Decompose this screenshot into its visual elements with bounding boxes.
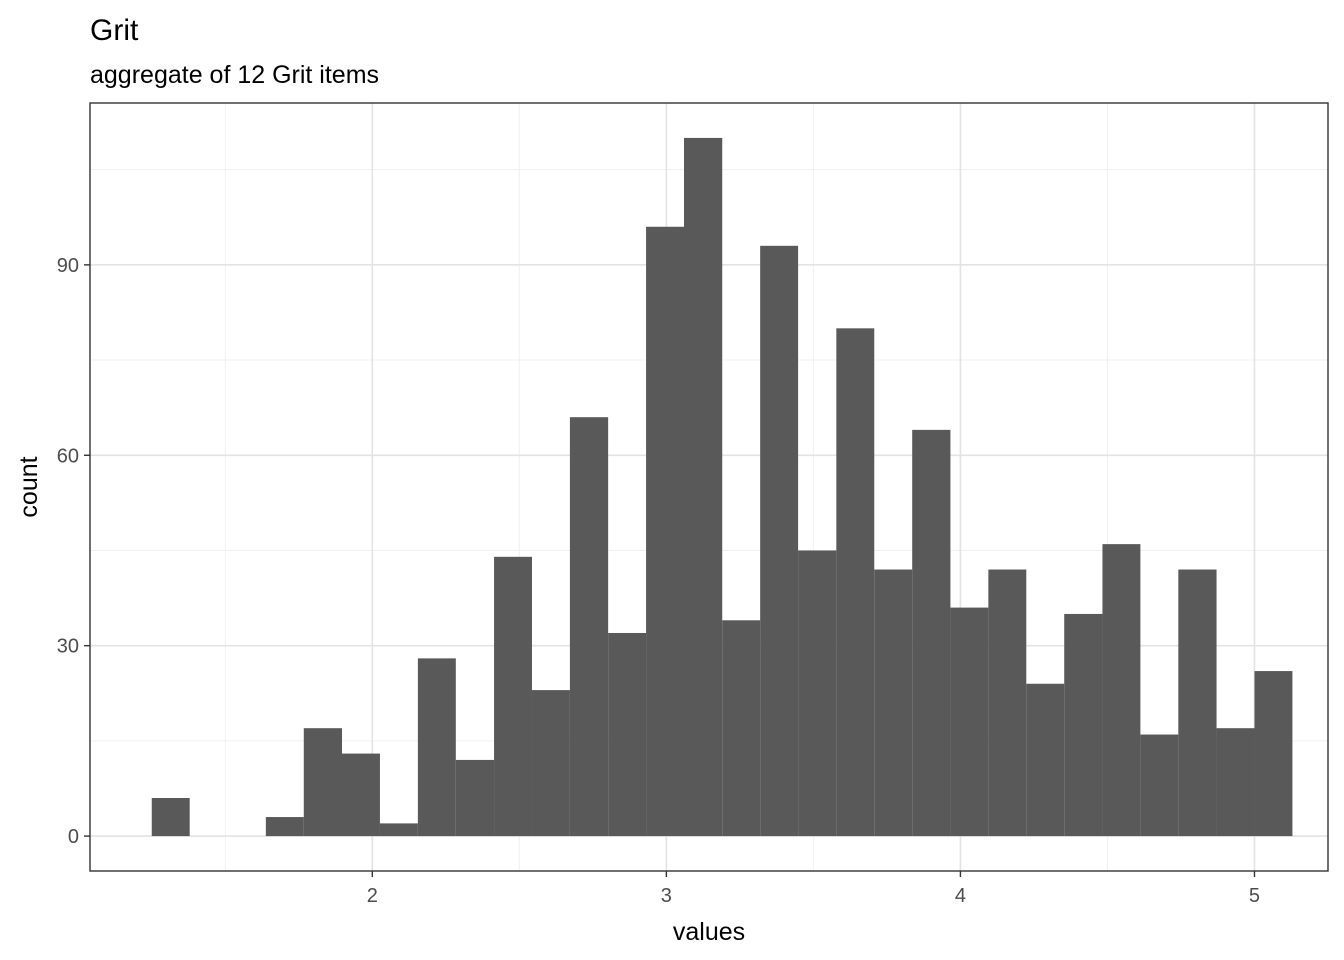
x-axis-label: values	[673, 918, 745, 946]
histogram-bar	[342, 753, 380, 837]
chart-subtitle: aggregate of 12 Grit items	[90, 61, 379, 89]
histogram-bar	[531, 690, 570, 837]
histogram-bar	[1140, 734, 1179, 837]
histogram-bar	[836, 328, 875, 837]
y-tick-label: 30	[57, 636, 79, 658]
histogram-bar	[1026, 683, 1065, 837]
plot-border	[89, 102, 1329, 872]
y-tick-label: 90	[57, 255, 79, 277]
histogram-bar	[722, 620, 761, 837]
histogram-bar	[1216, 728, 1255, 837]
y-tick-label: 60	[57, 445, 79, 467]
histogram-bar	[265, 817, 304, 837]
y-tick-label: 0	[68, 826, 79, 848]
histogram-bar	[1064, 613, 1103, 837]
histogram-bar	[988, 569, 1027, 837]
histogram-bar	[379, 823, 418, 837]
histogram-bar	[760, 245, 799, 837]
histogram-bar	[151, 798, 190, 837]
histogram-bar	[303, 728, 343, 837]
y-axis-label: count	[15, 456, 43, 517]
chart-title: Grit	[90, 14, 139, 47]
x-tick-label: 5	[1249, 885, 1260, 907]
histogram-bar	[494, 556, 532, 837]
histogram-bars	[151, 137, 1293, 837]
histogram-bar	[1178, 569, 1217, 837]
histogram-bar	[874, 569, 913, 837]
histogram-bar	[569, 417, 609, 837]
histogram-bar	[646, 226, 685, 837]
histogram-bar	[608, 632, 647, 837]
x-tick-label: 3	[661, 885, 672, 907]
y-axis-ticks: 0 30 60 90	[57, 255, 90, 848]
x-tick-label: 4	[955, 885, 966, 907]
histogram-bar	[912, 429, 951, 837]
histogram-bar	[798, 550, 837, 837]
histogram-bar	[417, 658, 456, 837]
histogram-bar	[1102, 544, 1141, 837]
histogram-bar	[684, 137, 723, 837]
histogram-bar	[455, 759, 495, 837]
histogram-bar	[950, 607, 989, 837]
x-tick-label: 2	[367, 885, 378, 907]
histogram-bar	[1254, 671, 1293, 837]
x-axis-ticks: 2 3 4 5	[367, 871, 1260, 907]
